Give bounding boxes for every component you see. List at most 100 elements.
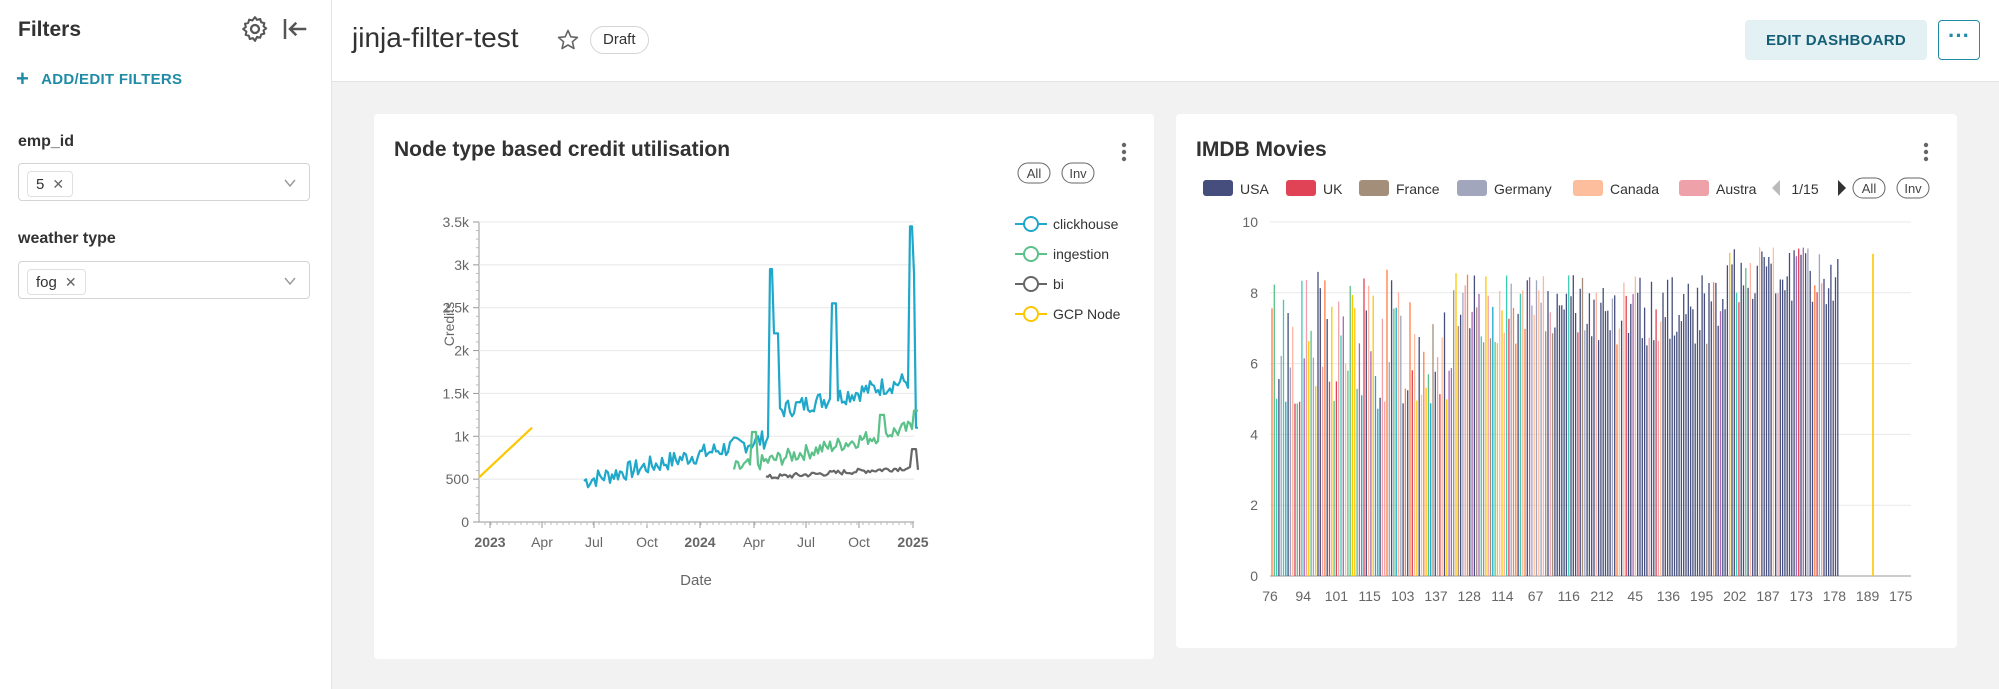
- legend-item-austra[interactable]: Austra: [1716, 181, 1757, 197]
- legend-inv-button[interactable]: [1061, 162, 1095, 184]
- y-tick-label: 6: [1250, 356, 1258, 372]
- chart-title: IMDB Movies: [1196, 138, 1327, 161]
- more-options-button[interactable]: ···: [1938, 20, 1980, 60]
- y-tick-label: 10: [1242, 214, 1258, 230]
- x-tick-label: Jul: [797, 534, 815, 550]
- imdb-movies-chart: 0 2 4 6 8 10 76 94 101 115 103 137 128 114 67 116 212 45 1…: [1203, 177, 1930, 604]
- legend-item-germany[interactable]: Germany: [1494, 181, 1552, 197]
- legend-all-label: All: [1027, 166, 1042, 181]
- x-tick-label: 128: [1458, 588, 1482, 604]
- x-tick-label: 202: [1723, 588, 1747, 604]
- legend-swatch: [1679, 180, 1709, 196]
- y-axis-label: Credits: [441, 302, 457, 346]
- x-tick-label: 178: [1823, 588, 1847, 604]
- x-tick-label: 67: [1528, 588, 1544, 604]
- kebab-menu-icon[interactable]: [1916, 140, 1936, 164]
- y-tick-label: 3.5k: [443, 214, 470, 230]
- filter-label-emp-id: emp_id: [18, 133, 75, 150]
- legend-all-button[interactable]: [1017, 162, 1051, 184]
- plus-icon: +: [16, 66, 30, 91]
- legend-item-gcp-node[interactable]: GCP Node: [1053, 306, 1121, 322]
- legend-item-canada[interactable]: Canada: [1610, 181, 1659, 197]
- legend-inv-button[interactable]: [1896, 177, 1930, 199]
- legend-item-clickhouse[interactable]: clickhouse: [1053, 216, 1119, 232]
- star-icon[interactable]: [556, 28, 580, 52]
- gcp-node-series-line: [478, 426, 533, 479]
- dashboard-header: jinja-filter-test Draft EDIT DASHBOARD ·…: [332, 0, 1999, 82]
- y-tick-label: 8: [1250, 285, 1258, 301]
- edit-dashboard-button[interactable]: EDIT DASHBOARD: [1745, 20, 1927, 60]
- y-tick-label: 1k: [454, 428, 470, 444]
- x-tick-label: 137: [1424, 588, 1448, 604]
- legend-swatch-marker: [1023, 276, 1039, 292]
- y-tick-label: 2: [1250, 497, 1258, 513]
- legend-item-bi[interactable]: bi: [1053, 276, 1064, 292]
- collapse-sidebar-icon[interactable]: [280, 14, 310, 44]
- emp-id-select[interactable]: 5 ✕: [18, 163, 310, 201]
- legend-item-usa[interactable]: USA: [1240, 181, 1269, 197]
- chevron-down-icon[interactable]: [283, 176, 297, 190]
- draft-badge[interactable]: Draft: [590, 26, 649, 54]
- x-tick-label: 103: [1391, 588, 1415, 604]
- dashboard-title: jinja-filter-test: [352, 22, 519, 53]
- y-tick-label: 500: [446, 471, 470, 487]
- legend-swatch: [1359, 180, 1389, 196]
- y-tick-label: 2.5k: [443, 300, 470, 316]
- x-axis-label: Date: [680, 572, 712, 589]
- legend-item-france[interactable]: France: [1396, 181, 1440, 197]
- x-tick-label: 2023: [474, 534, 505, 550]
- legend-item-uk[interactable]: UK: [1323, 181, 1343, 197]
- filter-label-weather-type: weather type: [18, 230, 116, 247]
- legend-inv-label: Inv: [1904, 181, 1922, 196]
- x-tick-label: Oct: [848, 534, 870, 550]
- weather-type-tag: fog ✕: [27, 269, 86, 295]
- emp-id-tag: 5 ✕: [27, 171, 74, 197]
- credit-utilisation-chart: 0 500 1k 1.5k 2k 2.5k 3k 3.5k 2023 Apr Jul Oct 2024 A…: [441, 162, 1121, 589]
- legend-next-page-icon[interactable]: [1838, 180, 1846, 196]
- chart-card-credit-utilisation: Node type based credit utilisation 0 500 1…: [374, 114, 1154, 659]
- x-tick-label: Apr: [743, 534, 765, 550]
- legend-item-ingestion[interactable]: ingestion: [1053, 246, 1109, 262]
- y-tick-label: 4: [1250, 426, 1258, 442]
- legend-swatch: [1203, 180, 1233, 196]
- gear-icon[interactable]: [240, 14, 270, 44]
- legend-swatch: [1457, 180, 1487, 196]
- y-tick-label: 0: [461, 514, 469, 530]
- legend-all-label: All: [1862, 181, 1877, 196]
- kebab-menu-icon[interactable]: [1114, 140, 1134, 164]
- x-tick-label: 45: [1627, 588, 1643, 604]
- remove-tag-icon[interactable]: ✕: [64, 273, 77, 290]
- legend-all-button[interactable]: [1852, 177, 1886, 199]
- x-tick-label: 2025: [897, 534, 928, 550]
- x-tick-label: 94: [1295, 588, 1311, 604]
- y-tick-label: 0: [1250, 568, 1258, 584]
- legend-swatch-marker: [1023, 306, 1039, 322]
- x-tick-label: 101: [1325, 588, 1349, 604]
- x-tick-label: 114: [1491, 588, 1514, 604]
- x-tick-label: 212: [1590, 588, 1614, 604]
- legend-swatch: [1286, 180, 1316, 196]
- x-tick-label: 2024: [684, 534, 715, 550]
- ingestion-series-line: [732, 409, 918, 471]
- x-tick-label: 116: [1558, 588, 1581, 604]
- x-tick-label: Oct: [636, 534, 658, 550]
- y-tick-label: 1.5k: [443, 385, 470, 401]
- add-edit-filters-button[interactable]: + ADD/EDIT FILTERS: [16, 66, 182, 91]
- x-tick-label: 136: [1657, 588, 1681, 604]
- remove-tag-icon[interactable]: ✕: [52, 175, 65, 192]
- x-tick-label: Jul: [585, 534, 603, 550]
- x-tick-label: 189: [1856, 588, 1880, 604]
- chart-card-imdb-movies: IMDB Movies 0 2 4 6 8 10 76 94 101 115 103 137 128 11…: [1176, 114, 1957, 648]
- legend-prev-page-icon[interactable]: [1772, 180, 1780, 196]
- chart-title: Node type based credit utilisation: [394, 138, 731, 161]
- x-tick-label: 173: [1790, 588, 1814, 604]
- legend-swatch: [1573, 180, 1603, 196]
- filter-sidebar: Filters + ADD/EDIT FILTERS emp_id 5 ✕ we…: [0, 0, 332, 689]
- legend-page-indicator: 1/15: [1791, 181, 1818, 197]
- y-tick-label: 2k: [454, 343, 470, 359]
- weather-type-select[interactable]: fog ✕: [18, 261, 310, 299]
- x-tick-label: 187: [1756, 588, 1780, 604]
- emp-id-value: 5: [36, 175, 45, 193]
- chevron-down-icon[interactable]: [283, 274, 297, 288]
- x-tick-label: 115: [1358, 588, 1381, 604]
